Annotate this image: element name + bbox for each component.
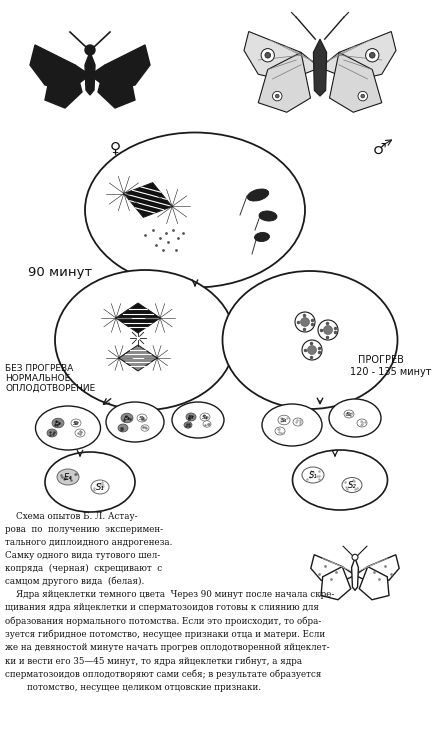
Ellipse shape — [357, 419, 367, 427]
Ellipse shape — [329, 399, 381, 437]
Ellipse shape — [36, 406, 100, 450]
Text: ОПЛОДОТВОРЕНИЕ: ОПЛОДОТВОРЕНИЕ — [5, 383, 95, 393]
Ellipse shape — [293, 450, 388, 510]
Ellipse shape — [118, 424, 128, 432]
Ellipse shape — [184, 422, 192, 428]
Polygon shape — [355, 555, 399, 583]
Ellipse shape — [293, 418, 303, 426]
Ellipse shape — [342, 478, 362, 492]
Text: E₄: E₄ — [64, 472, 72, 481]
Ellipse shape — [203, 421, 211, 427]
Polygon shape — [30, 45, 90, 90]
Polygon shape — [98, 65, 135, 108]
Circle shape — [361, 94, 365, 98]
Text: E₂: E₂ — [55, 421, 61, 425]
Text: 120 - 135 минут: 120 - 135 минут — [350, 367, 432, 377]
Ellipse shape — [255, 232, 269, 242]
Text: 90 минут: 90 минут — [28, 265, 92, 279]
Ellipse shape — [45, 452, 135, 512]
Ellipse shape — [247, 189, 269, 201]
Polygon shape — [313, 39, 326, 96]
Ellipse shape — [55, 270, 235, 410]
Polygon shape — [352, 558, 359, 590]
Text: S₁: S₁ — [96, 483, 104, 492]
Ellipse shape — [85, 133, 305, 287]
Circle shape — [295, 312, 315, 332]
Ellipse shape — [259, 211, 277, 221]
Text: E₃: E₃ — [188, 414, 194, 419]
Polygon shape — [359, 567, 389, 600]
Circle shape — [261, 49, 275, 62]
Text: S₃: S₃ — [202, 414, 208, 419]
Polygon shape — [330, 52, 382, 112]
Text: Схема опытов Б. Л. Астау-
рова  по  получению  эксперимен-
тального диплоидного : Схема опытов Б. Л. Астау- рова по получе… — [5, 512, 334, 692]
Text: НОРМАЛЬНОЕ: НОРМАЛЬНОЕ — [5, 374, 70, 383]
Ellipse shape — [52, 418, 64, 427]
Text: БЕЗ ПРОГРЕВА: БЕЗ ПРОГРЕВА — [5, 363, 73, 372]
Circle shape — [275, 94, 279, 98]
Polygon shape — [124, 183, 172, 217]
Polygon shape — [320, 32, 396, 81]
Ellipse shape — [71, 419, 81, 427]
Text: ♀: ♀ — [110, 140, 120, 155]
Polygon shape — [244, 32, 320, 81]
Circle shape — [272, 91, 282, 101]
Circle shape — [358, 91, 368, 101]
Circle shape — [352, 554, 358, 560]
Text: S₁: S₁ — [309, 470, 317, 480]
Polygon shape — [119, 345, 157, 371]
Ellipse shape — [223, 271, 397, 409]
Text: S₂: S₂ — [73, 421, 79, 425]
Polygon shape — [45, 65, 82, 108]
Polygon shape — [258, 52, 310, 112]
Ellipse shape — [57, 469, 79, 485]
Ellipse shape — [91, 480, 109, 494]
Text: E₃: E₃ — [124, 416, 130, 421]
Circle shape — [307, 346, 317, 354]
Circle shape — [369, 52, 375, 58]
Circle shape — [265, 52, 271, 58]
Circle shape — [365, 49, 379, 62]
Polygon shape — [311, 555, 355, 583]
Ellipse shape — [137, 414, 147, 422]
Circle shape — [85, 45, 95, 55]
Polygon shape — [85, 52, 95, 95]
Text: ♂: ♂ — [373, 142, 387, 157]
Circle shape — [301, 318, 310, 326]
Text: ПРОГРЕВ: ПРОГРЕВ — [358, 355, 404, 365]
Ellipse shape — [121, 413, 133, 423]
Ellipse shape — [278, 415, 290, 425]
Ellipse shape — [200, 413, 210, 421]
Polygon shape — [321, 567, 351, 600]
Polygon shape — [116, 303, 160, 333]
Ellipse shape — [75, 429, 85, 437]
Circle shape — [323, 326, 333, 335]
Ellipse shape — [47, 429, 57, 437]
Ellipse shape — [186, 413, 196, 421]
Text: S₁: S₁ — [281, 417, 287, 422]
Ellipse shape — [141, 425, 149, 431]
Ellipse shape — [172, 402, 224, 438]
Circle shape — [302, 340, 322, 360]
Text: S₂: S₂ — [346, 411, 352, 416]
Circle shape — [318, 320, 338, 340]
Ellipse shape — [344, 410, 354, 418]
Ellipse shape — [106, 402, 164, 442]
Ellipse shape — [275, 427, 285, 435]
Ellipse shape — [302, 467, 324, 483]
Text: S₃: S₃ — [139, 416, 145, 421]
Text: S₂: S₂ — [348, 481, 356, 489]
Polygon shape — [90, 45, 150, 90]
Ellipse shape — [262, 404, 322, 446]
